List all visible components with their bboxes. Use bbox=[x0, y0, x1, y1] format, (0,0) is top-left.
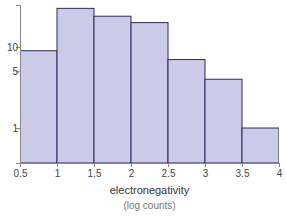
tick: 1.5 bbox=[88, 163, 102, 179]
axis-line bbox=[21, 164, 280, 168]
tick: 2.5 bbox=[162, 163, 176, 179]
tick-label: 2.5 bbox=[162, 168, 176, 179]
tick-mark bbox=[94, 163, 95, 167]
tick-label: 3.5 bbox=[236, 168, 250, 179]
tick-mark bbox=[57, 163, 58, 167]
tick-label: 1.5 bbox=[88, 168, 102, 179]
tick-mark bbox=[242, 163, 243, 167]
tick: 1 bbox=[55, 163, 61, 179]
tick: 4 bbox=[277, 163, 283, 179]
bar bbox=[57, 8, 94, 163]
bar bbox=[131, 23, 168, 163]
tick: 1 bbox=[12, 123, 20, 134]
tick-mark bbox=[131, 163, 132, 167]
bars bbox=[20, 8, 279, 163]
tick: 0.5 bbox=[14, 163, 28, 179]
tick-label: 1 bbox=[55, 168, 61, 179]
tick-label: 1 bbox=[12, 123, 18, 134]
tick-label: 5 bbox=[12, 66, 18, 77]
tick-label: 10 bbox=[7, 42, 19, 53]
annotation: (log counts) bbox=[123, 200, 175, 211]
bar bbox=[242, 128, 279, 163]
tick-label: 2 bbox=[129, 168, 135, 179]
tick-mark bbox=[168, 163, 169, 167]
tick-mark bbox=[205, 163, 206, 167]
tick: 3 bbox=[203, 163, 209, 179]
tick: 3.5 bbox=[236, 163, 250, 179]
bar bbox=[168, 60, 205, 163]
axis-line bbox=[16, 6, 21, 164]
chart: 0.511.522.533.541510electronegativity(lo… bbox=[0, 0, 286, 219]
plot: 0.511.522.533.541510 bbox=[7, 6, 283, 180]
tick-label: 0.5 bbox=[14, 168, 28, 179]
tick-label: 3 bbox=[203, 168, 209, 179]
tick: 5 bbox=[12, 66, 20, 77]
tick-label: 4 bbox=[277, 168, 283, 179]
tick: 10 bbox=[7, 42, 20, 53]
y-axis: 1510 bbox=[7, 6, 21, 164]
x-axis: 0.5 1 1.5 2 2.5 3 3.5 4 bbox=[14, 163, 283, 179]
x-axis-title: electronegativity bbox=[110, 184, 190, 196]
bar bbox=[94, 16, 131, 163]
bar bbox=[205, 79, 242, 163]
bar bbox=[20, 51, 57, 163]
tick: 2 bbox=[129, 163, 135, 179]
tick-mark bbox=[279, 163, 280, 167]
